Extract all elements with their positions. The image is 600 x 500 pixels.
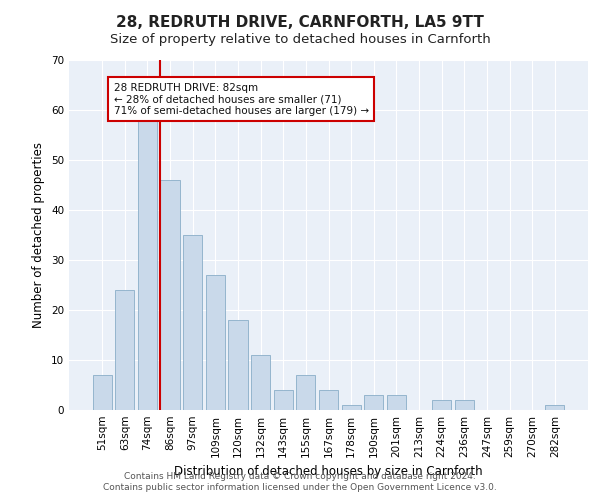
Bar — [274, 390, 293, 410]
Bar — [251, 355, 270, 410]
Text: 28 REDRUTH DRIVE: 82sqm
← 28% of detached houses are smaller (71)
71% of semi-de: 28 REDRUTH DRIVE: 82sqm ← 28% of detache… — [113, 82, 368, 116]
Bar — [455, 400, 474, 410]
Y-axis label: Number of detached properties: Number of detached properties — [32, 142, 46, 328]
Text: Contains HM Land Registry data © Crown copyright and database right 2024.: Contains HM Land Registry data © Crown c… — [124, 472, 476, 481]
Text: Size of property relative to detached houses in Carnforth: Size of property relative to detached ho… — [110, 32, 490, 46]
Bar — [545, 405, 565, 410]
Bar — [183, 235, 202, 410]
Bar — [319, 390, 338, 410]
Bar — [92, 375, 112, 410]
Bar — [364, 395, 383, 410]
Bar — [432, 400, 451, 410]
Text: Contains public sector information licensed under the Open Government Licence v3: Contains public sector information licen… — [103, 484, 497, 492]
Bar — [229, 320, 248, 410]
Bar — [115, 290, 134, 410]
Bar — [341, 405, 361, 410]
Bar — [387, 395, 406, 410]
Bar — [160, 180, 180, 410]
X-axis label: Distribution of detached houses by size in Carnforth: Distribution of detached houses by size … — [174, 466, 483, 478]
Bar — [296, 375, 316, 410]
Text: 28, REDRUTH DRIVE, CARNFORTH, LA5 9TT: 28, REDRUTH DRIVE, CARNFORTH, LA5 9TT — [116, 15, 484, 30]
Bar — [138, 120, 157, 410]
Bar — [206, 275, 225, 410]
